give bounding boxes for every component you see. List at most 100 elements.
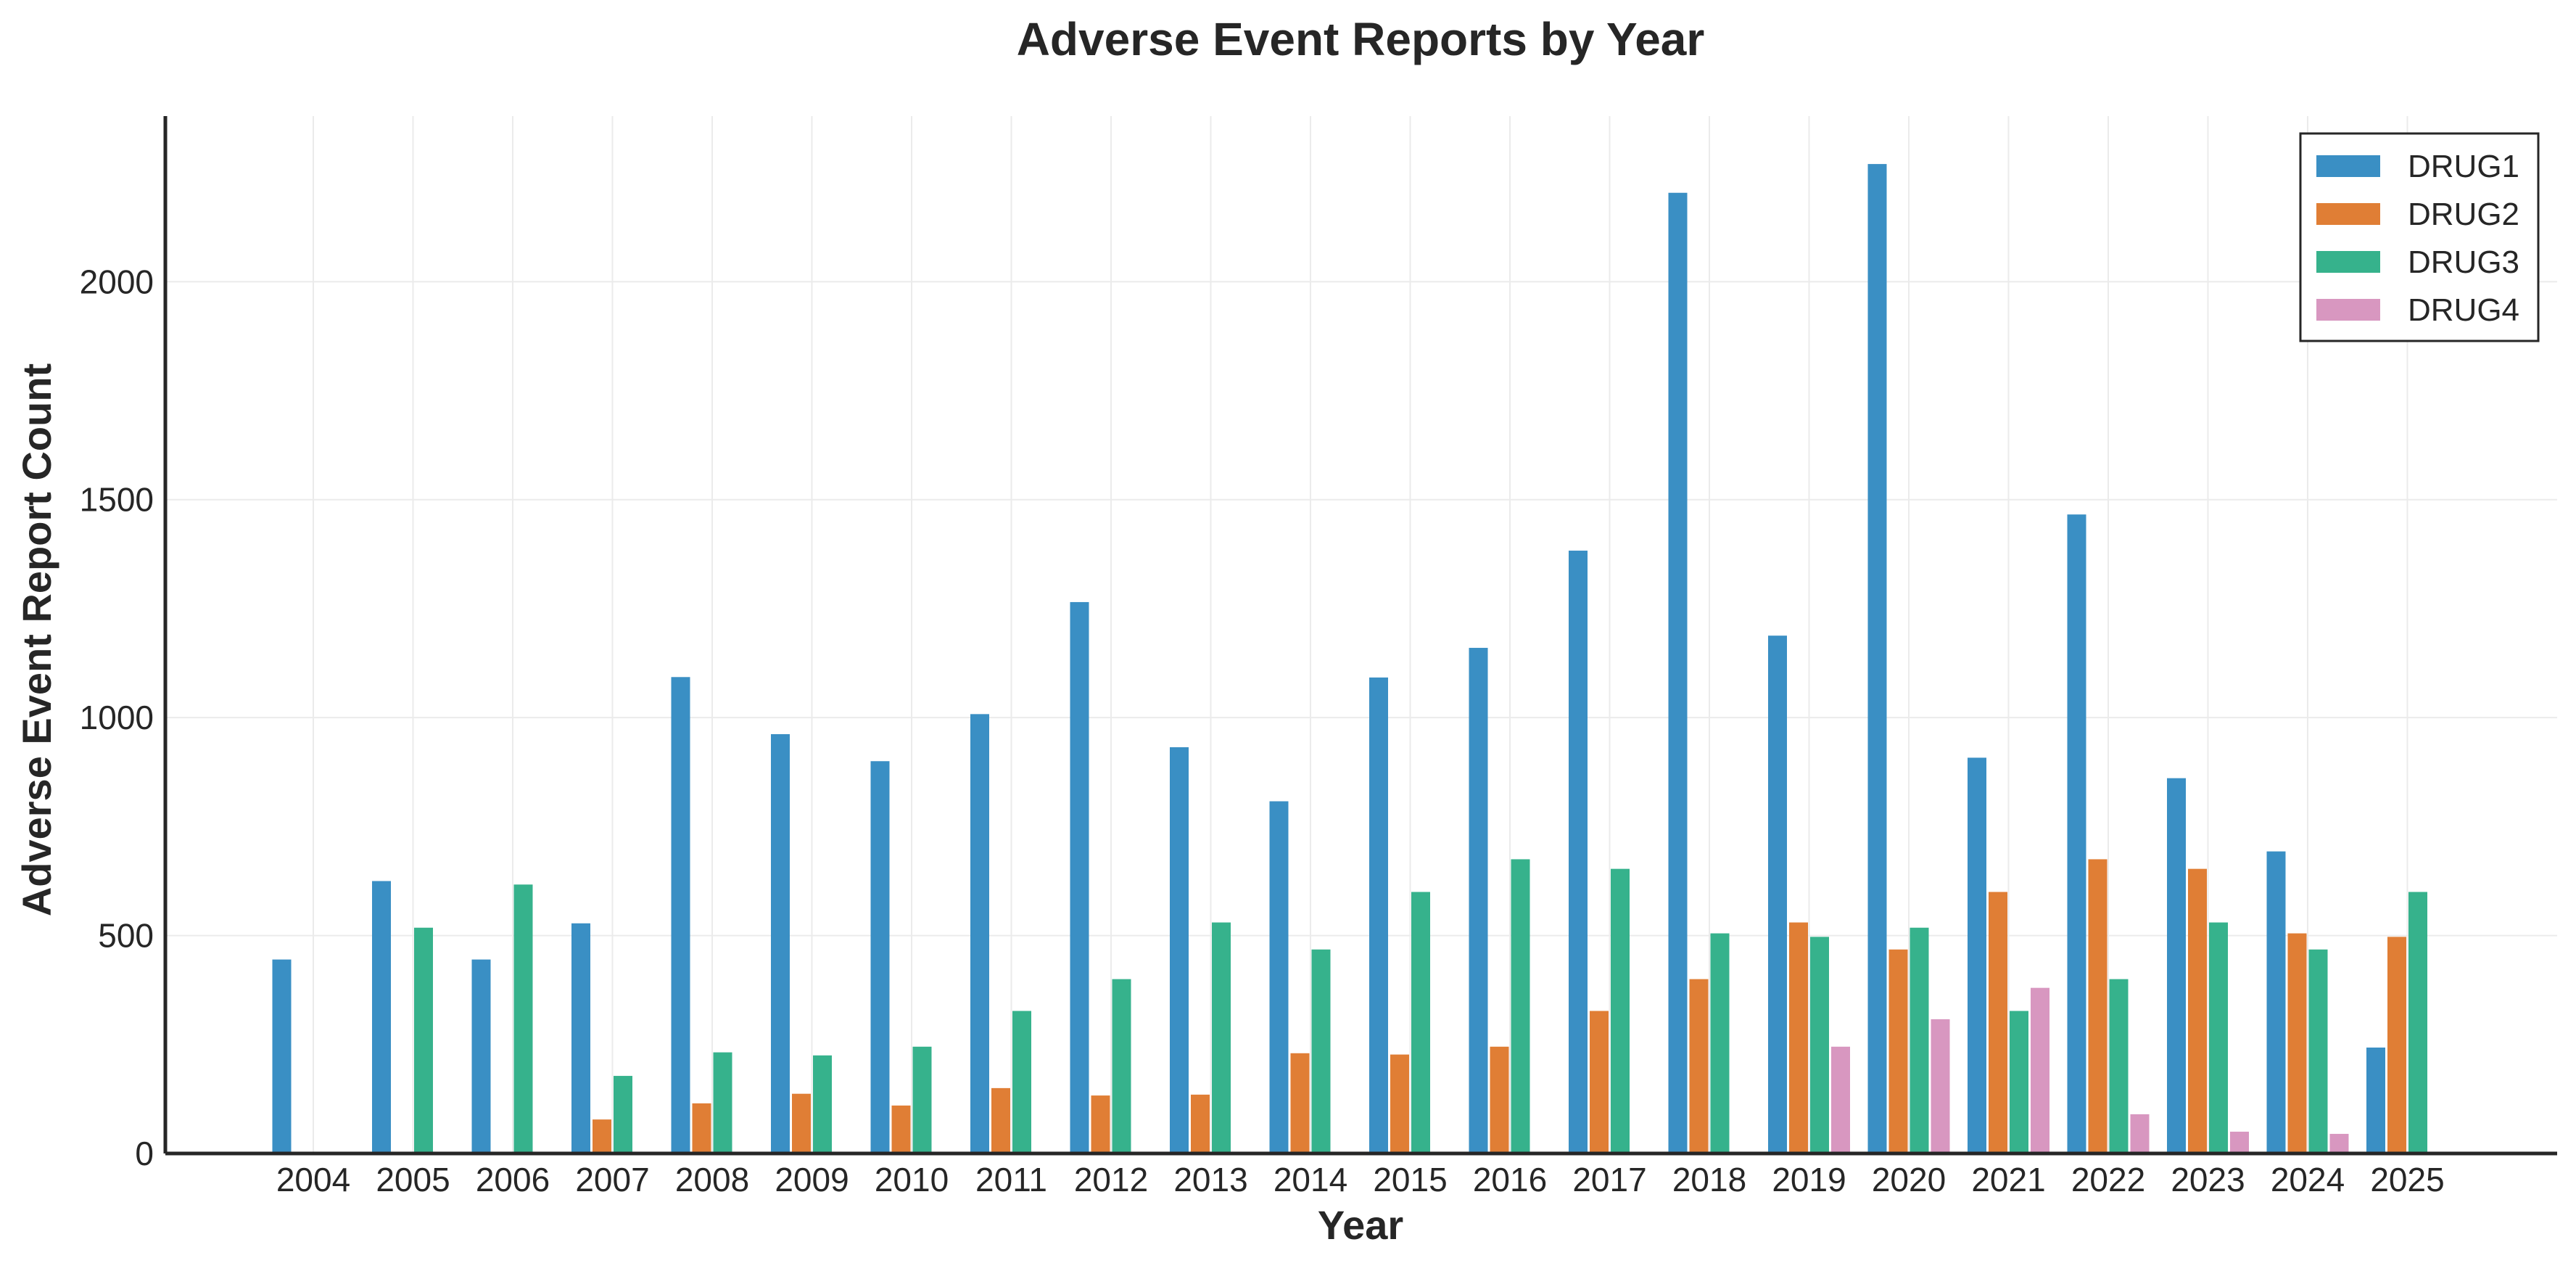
legend-swatch-drug2 bbox=[2316, 203, 2380, 225]
bar-drug1-2018 bbox=[1668, 192, 1688, 1153]
bar-drug4-2020 bbox=[1931, 1019, 1950, 1153]
bar-drug1-2007 bbox=[571, 923, 590, 1153]
grid bbox=[165, 116, 2557, 1153]
bar-drug3-2018 bbox=[1710, 933, 1730, 1153]
bar-drug3-2021 bbox=[2010, 1011, 2028, 1153]
bar-drug2-2013 bbox=[1191, 1094, 1210, 1153]
x-tick-label: 2023 bbox=[2171, 1161, 2245, 1198]
bar-drug1-2008 bbox=[671, 677, 690, 1153]
x-tick-label: 2021 bbox=[1971, 1161, 2045, 1198]
bar-drug1-2022 bbox=[2067, 514, 2086, 1153]
bar-drug3-2014 bbox=[1311, 949, 1331, 1153]
bar-drug3-2016 bbox=[1511, 859, 1530, 1153]
bar-drug3-2023 bbox=[2209, 922, 2228, 1153]
x-tick-label: 2007 bbox=[575, 1161, 649, 1198]
bar-drug1-2013 bbox=[1170, 747, 1189, 1153]
bar-drug2-2019 bbox=[1789, 922, 1808, 1153]
bar-drug1-2015 bbox=[1369, 677, 1388, 1153]
bar-drug2-2021 bbox=[1989, 892, 2007, 1153]
bar-drug1-2025 bbox=[2366, 1047, 2385, 1153]
bar-drug2-2014 bbox=[1290, 1053, 1310, 1153]
x-tick-label: 2004 bbox=[276, 1161, 350, 1198]
bar-drug4-2021 bbox=[2031, 987, 2049, 1153]
x-axis-label: Year bbox=[1318, 1202, 1403, 1248]
x-tick-label: 2025 bbox=[2370, 1161, 2444, 1198]
bar-drug3-2008 bbox=[713, 1052, 732, 1153]
y-axis-label: Adverse Event Report Count bbox=[14, 363, 59, 916]
bar-drug3-2020 bbox=[1910, 927, 1929, 1153]
x-tick-label: 2019 bbox=[1772, 1161, 1846, 1198]
bar-drug3-2006 bbox=[513, 884, 533, 1153]
bar-drug2-2024 bbox=[2287, 933, 2307, 1153]
x-tick-label: 2006 bbox=[476, 1161, 550, 1198]
bar-drug2-2018 bbox=[1689, 979, 1709, 1153]
bar-drug1-2020 bbox=[1867, 164, 1887, 1154]
y-tick-label: 0 bbox=[135, 1135, 154, 1172]
bar-drug1-2024 bbox=[2266, 851, 2286, 1153]
legend-swatch-drug4 bbox=[2316, 299, 2380, 321]
legend: DRUG1 DRUG2 DRUG3 DRUG4 bbox=[2299, 132, 2540, 342]
x-tick-label: 2024 bbox=[2271, 1161, 2345, 1198]
bar-drug2-2015 bbox=[1390, 1054, 1409, 1153]
x-tick-label: 2016 bbox=[1473, 1161, 1547, 1198]
bar-drug3-2022 bbox=[2109, 979, 2129, 1153]
x-tick-label: 2018 bbox=[1672, 1161, 1746, 1198]
legend-swatch-drug1 bbox=[2316, 155, 2380, 177]
y-tick-label: 1500 bbox=[80, 481, 154, 519]
y-tick-label: 2000 bbox=[80, 263, 154, 300]
bar-drug1-2017 bbox=[1569, 551, 1588, 1153]
bar-drug2-2016 bbox=[1490, 1046, 1509, 1153]
x-tick-label: 2010 bbox=[875, 1161, 949, 1198]
bar-drug3-2011 bbox=[1012, 1011, 1031, 1153]
x-tick-label: 2020 bbox=[1872, 1161, 1946, 1198]
axes bbox=[163, 116, 2557, 1156]
bar-drug4-2022 bbox=[2130, 1114, 2150, 1153]
bar-drug1-2014 bbox=[1269, 801, 1289, 1153]
bar-drug4-2019 bbox=[1831, 1046, 1850, 1153]
bar-drug1-2011 bbox=[970, 714, 989, 1153]
y-tick-labels: 0 500 1000 1500 2000 bbox=[80, 263, 154, 1172]
bar-drug1-2023 bbox=[2167, 778, 2186, 1153]
bar-drug3-2015 bbox=[1411, 892, 1430, 1153]
bar-drug3-2025 bbox=[2408, 892, 2427, 1153]
bar-drug2-2012 bbox=[1091, 1095, 1110, 1153]
bar-drug3-2024 bbox=[2308, 949, 2328, 1153]
legend-label-drug1: DRUG1 bbox=[2408, 149, 2519, 184]
x-tick-label: 2015 bbox=[1373, 1161, 1447, 1198]
bar-drug3-2009 bbox=[813, 1055, 832, 1153]
bar-drug3-2017 bbox=[1611, 868, 1630, 1153]
bar-drug2-2023 bbox=[2188, 868, 2207, 1153]
bar-drug1-2009 bbox=[771, 733, 790, 1153]
y-tick-label: 1000 bbox=[80, 699, 154, 736]
bar-drug2-2020 bbox=[1888, 949, 1908, 1153]
bar-drug3-2013 bbox=[1212, 922, 1231, 1153]
bar-drug3-2005 bbox=[414, 927, 433, 1153]
x-tick-label: 2017 bbox=[1572, 1161, 1646, 1198]
y-tick-label: 500 bbox=[98, 917, 154, 955]
x-tick-label: 2011 bbox=[975, 1161, 1047, 1198]
bar-drug3-2019 bbox=[1810, 937, 1829, 1153]
bars bbox=[272, 164, 2427, 1154]
bar-drug1-2010 bbox=[870, 761, 890, 1153]
chart-title: Adverse Event Reports by Year bbox=[1017, 13, 1705, 65]
x-tick-label: 2014 bbox=[1273, 1161, 1347, 1198]
x-tick-label: 2005 bbox=[376, 1161, 450, 1198]
bar-drug1-2006 bbox=[471, 959, 491, 1153]
bar-drug1-2021 bbox=[1968, 757, 1986, 1153]
legend-swatch-drug3 bbox=[2316, 251, 2380, 273]
bar-drug1-2005 bbox=[372, 881, 391, 1153]
bar-drug3-2007 bbox=[614, 1076, 632, 1153]
bar-drug2-2011 bbox=[991, 1087, 1010, 1153]
bar-drug2-2008 bbox=[692, 1103, 711, 1153]
bar-drug2-2009 bbox=[792, 1093, 811, 1153]
bar-drug1-2019 bbox=[1768, 636, 1787, 1153]
bar-drug2-2025 bbox=[2387, 937, 2406, 1153]
bar-drug3-2010 bbox=[912, 1046, 932, 1153]
x-tick-labels: 2004 2005 2006 2007 2008 2009 2010 2011 2012 2013… bbox=[276, 1161, 2445, 1198]
legend-label-drug4: DRUG4 bbox=[2408, 292, 2519, 328]
bar-drug2-2010 bbox=[891, 1105, 911, 1153]
bar-drug2-2022 bbox=[2088, 859, 2108, 1153]
bar-drug2-2007 bbox=[593, 1119, 611, 1153]
bar-drug3-2012 bbox=[1112, 979, 1131, 1153]
